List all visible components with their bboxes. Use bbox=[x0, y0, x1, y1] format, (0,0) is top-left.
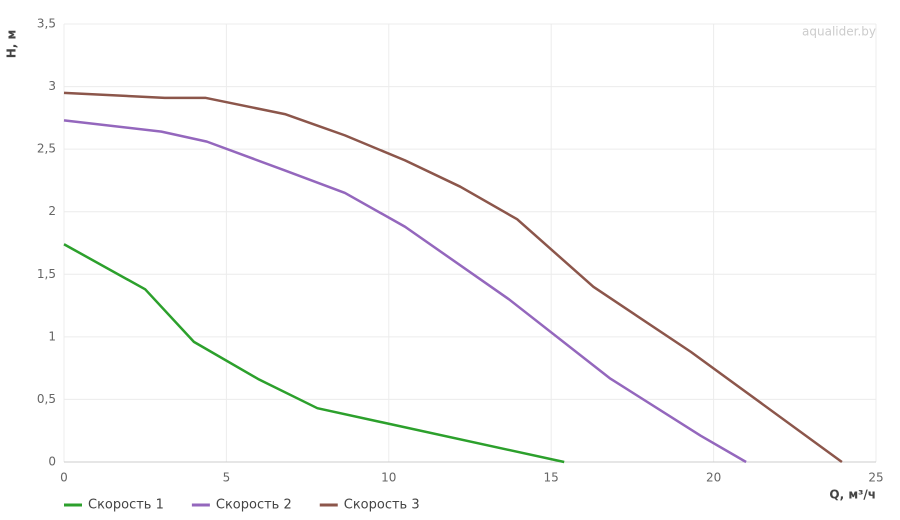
y-tick-label: 2 bbox=[48, 204, 56, 218]
x-tick-label: 10 bbox=[381, 471, 396, 485]
x-tick-label: 0 bbox=[60, 471, 68, 485]
legend-label: Скорость 3 bbox=[344, 498, 420, 513]
y-tick-label: 3 bbox=[48, 79, 56, 93]
line-series bbox=[63, 91, 843, 464]
y-tick-label: 1,5 bbox=[37, 267, 56, 281]
line-series bbox=[63, 119, 747, 464]
y-tick-label: 3,5 bbox=[37, 17, 56, 31]
x-tick-label: 15 bbox=[544, 471, 559, 485]
watermark: aqualider.by bbox=[802, 25, 876, 39]
y-tick-label: 2,5 bbox=[37, 142, 56, 156]
y-tick-label: 0 bbox=[48, 455, 56, 469]
y-tick-label: 0,5 bbox=[37, 392, 56, 406]
x-tick-label: 25 bbox=[868, 471, 883, 485]
x-tick-label: 5 bbox=[223, 471, 231, 485]
y-tick-label: 1 bbox=[48, 329, 56, 343]
legend-label: Скорость 1 bbox=[88, 498, 164, 513]
x-tick-label: 20 bbox=[706, 471, 721, 485]
legend-label: Скорость 2 bbox=[216, 498, 292, 513]
x-axis-label: Q, м³/ч bbox=[829, 488, 876, 502]
y-axis-label: H, м bbox=[5, 30, 19, 59]
line-series bbox=[63, 243, 565, 464]
